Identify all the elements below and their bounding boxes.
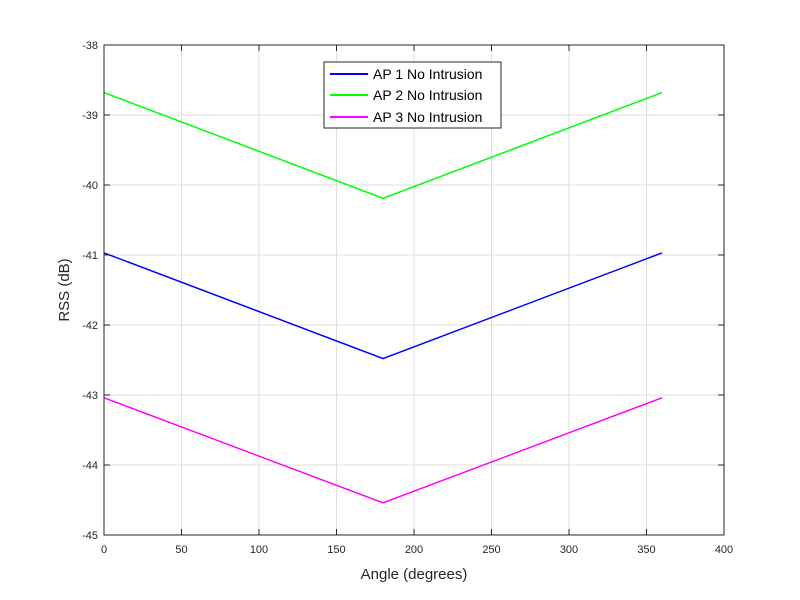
x-axis-label: Angle (degrees)	[361, 566, 468, 583]
x-tick-label: 100	[250, 544, 268, 556]
legend-label-ap3: AP 3 No Intrusion	[373, 109, 482, 125]
series-group	[103, 91, 663, 504]
y-tick-label: -39	[82, 110, 98, 122]
y-tick-label: -41	[82, 250, 98, 262]
x-tick-label: 250	[482, 544, 500, 556]
series-line-ap1	[103, 252, 663, 360]
x-tick-label: 150	[327, 544, 345, 556]
x-tick-label: 50	[175, 544, 187, 556]
x-tick-label: 0	[101, 544, 107, 556]
series-line-ap3	[103, 397, 663, 504]
legend: AP 1 No Intrusion AP 2 No Intrusion AP 3…	[323, 61, 502, 129]
legend-label-ap1: AP 1 No Intrusion	[373, 66, 482, 82]
ticks: 0 50 100 150 200 250 300 350 400 -45 -44 -43 -42 -41 -…	[82, 40, 733, 556]
legend-label-ap2: AP 2 No Intrusion	[373, 87, 482, 103]
y-tick-label: -43	[82, 390, 98, 402]
y-axis-label: RSS (dB)	[56, 258, 73, 321]
y-tick-label: -44	[82, 460, 98, 472]
y-tick-label: -38	[82, 40, 98, 52]
y-tick-label: -42	[82, 320, 98, 332]
x-tick-label: 200	[405, 544, 423, 556]
y-tick-label: -40	[82, 180, 98, 192]
x-tick-label: 400	[715, 544, 733, 556]
x-tick-label: 350	[637, 544, 655, 556]
series-line-ap2	[103, 91, 663, 200]
y-tick-label: -45	[82, 530, 98, 542]
x-tick-label: 300	[560, 544, 578, 556]
